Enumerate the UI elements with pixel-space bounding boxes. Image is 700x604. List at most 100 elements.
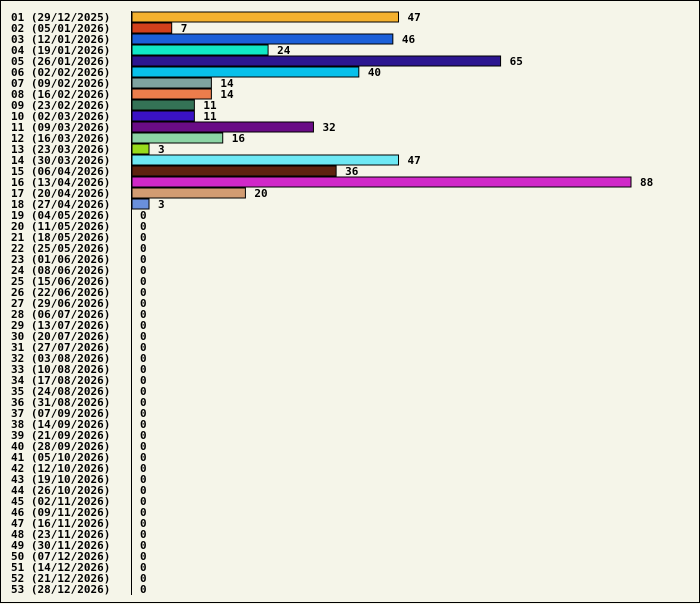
value-label: 0	[140, 209, 147, 222]
category-label: 12 (16/03/2026)	[11, 132, 110, 145]
value-label: 40	[368, 66, 381, 79]
value-label: 11	[203, 99, 217, 112]
value-label: 0	[140, 297, 147, 310]
category-label: 19 (04/05/2026)	[11, 209, 110, 222]
bar	[131, 143, 150, 155]
category-label: 26 (22/06/2026)	[11, 286, 110, 299]
bar	[131, 88, 212, 100]
value-label: 16	[232, 132, 246, 145]
value-label: 0	[140, 572, 147, 585]
value-label: 0	[140, 550, 147, 563]
category-label: 41 (05/10/2026)	[11, 451, 110, 464]
bar	[131, 11, 400, 23]
value-label: 0	[140, 352, 147, 365]
category-label: 13 (23/03/2026)	[11, 143, 110, 156]
value-label: 0	[140, 407, 147, 420]
value-label: 32	[322, 121, 335, 134]
value-label: 0	[140, 418, 147, 431]
value-label: 0	[140, 330, 147, 343]
value-label: 24	[277, 44, 291, 57]
category-label: 10 (02/03/2026)	[11, 110, 110, 123]
value-label: 0	[140, 231, 147, 244]
category-label: 38 (14/09/2026)	[11, 418, 110, 431]
bar	[131, 132, 224, 144]
value-label: 0	[140, 374, 147, 387]
bar	[131, 44, 269, 56]
category-label: 32 (03/08/2026)	[11, 352, 110, 365]
category-label: 39 (21/09/2026)	[11, 429, 110, 442]
category-label: 24 (08/06/2026)	[11, 264, 110, 277]
value-label: 0	[140, 308, 147, 321]
bar	[131, 121, 314, 133]
category-label: 43 (19/10/2026)	[11, 473, 110, 486]
category-label: 40 (28/09/2026)	[11, 440, 110, 453]
category-label: 35 (24/08/2026)	[11, 385, 110, 398]
value-label: 0	[140, 528, 147, 541]
bar	[131, 198, 150, 210]
category-label: 11 (09/03/2026)	[11, 121, 110, 134]
category-label: 15 (06/04/2026)	[11, 165, 110, 178]
category-label: 07 (09/02/2026)	[11, 77, 110, 90]
bar	[131, 99, 195, 111]
category-label: 28 (06/07/2026)	[11, 308, 110, 321]
value-label: 14	[220, 77, 234, 90]
value-label: 0	[140, 462, 147, 475]
category-label: 36 (31/08/2026)	[11, 396, 110, 409]
category-label: 01 (29/12/2025)	[11, 11, 110, 24]
value-label: 0	[140, 385, 147, 398]
bar	[131, 110, 195, 122]
category-label: 46 (09/11/2026)	[11, 506, 110, 519]
value-label: 0	[140, 583, 147, 596]
value-label: 65	[510, 55, 523, 68]
bar	[131, 176, 632, 188]
value-label: 0	[140, 341, 147, 354]
category-label: 37 (07/09/2026)	[11, 407, 110, 420]
category-label: 33 (10/08/2026)	[11, 363, 110, 376]
category-label: 21 (18/05/2026)	[11, 231, 110, 244]
bar	[131, 33, 394, 45]
value-label: 0	[140, 242, 147, 255]
value-label: 0	[140, 363, 147, 376]
category-label: 27 (29/06/2026)	[11, 297, 110, 310]
value-label: 14	[220, 88, 234, 101]
bar	[131, 187, 246, 199]
value-label: 0	[140, 517, 147, 530]
category-label: 04 (19/01/2026)	[11, 44, 110, 57]
category-label: 05 (26/01/2026)	[11, 55, 110, 68]
value-label: 0	[140, 220, 147, 233]
value-label: 47	[408, 154, 421, 167]
category-label: 47 (16/11/2026)	[11, 517, 110, 530]
bar	[131, 165, 337, 177]
value-label: 0	[140, 429, 147, 442]
value-label: 36	[345, 165, 359, 178]
bar	[131, 22, 173, 34]
value-label: 11	[203, 110, 217, 123]
category-label: 25 (15/06/2026)	[11, 275, 110, 288]
category-label: 08 (16/02/2026)	[11, 88, 110, 101]
category-label: 02 (05/01/2026)	[11, 22, 110, 35]
category-label: 48 (23/11/2026)	[11, 528, 110, 541]
bar	[131, 154, 400, 166]
category-label: 06 (02/02/2026)	[11, 66, 110, 79]
value-label: 47	[408, 11, 421, 24]
bar	[131, 55, 502, 67]
value-label: 46	[402, 33, 416, 46]
value-label: 0	[140, 275, 147, 288]
category-label: 23 (01/06/2026)	[11, 253, 110, 266]
value-label: 0	[140, 253, 147, 266]
value-label: 7	[181, 22, 188, 35]
category-label: 31 (27/07/2026)	[11, 341, 110, 354]
category-label: 44 (26/10/2026)	[11, 484, 110, 497]
category-label: 22 (25/05/2026)	[11, 242, 110, 255]
value-label: 0	[140, 473, 147, 486]
category-label: 51 (14/12/2026)	[11, 561, 110, 574]
bar	[131, 77, 212, 89]
value-label: 0	[140, 396, 147, 409]
value-label: 0	[140, 319, 147, 332]
value-label: 0	[140, 506, 147, 519]
category-label: 09 (23/02/2026)	[11, 99, 110, 112]
category-label: 49 (30/11/2026)	[11, 539, 110, 552]
category-label: 53 (28/12/2026)	[11, 583, 110, 596]
